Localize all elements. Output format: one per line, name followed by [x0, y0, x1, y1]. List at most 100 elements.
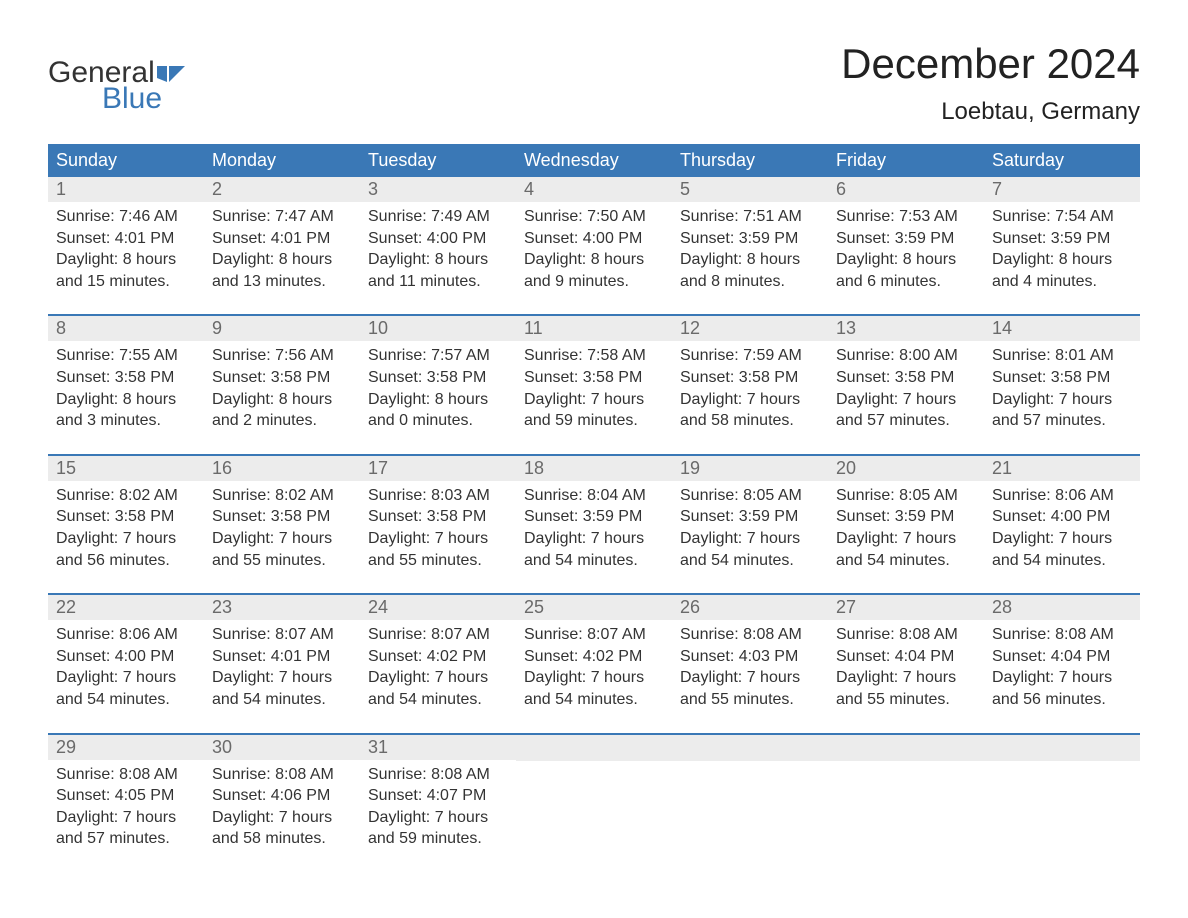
day-body: Sunrise: 7:54 AMSunset: 3:59 PMDaylight:… [984, 202, 1140, 302]
day-number: 30 [204, 735, 360, 760]
calendar-cell: 9Sunrise: 7:56 AMSunset: 3:58 PMDaylight… [204, 316, 360, 441]
sunset-text: Sunset: 3:58 PM [680, 367, 820, 389]
sunset-text: Sunset: 4:00 PM [56, 646, 196, 668]
calendar-cell: 23Sunrise: 8:07 AMSunset: 4:01 PMDayligh… [204, 595, 360, 720]
sunrise-text: Sunrise: 8:04 AM [524, 485, 664, 507]
day-header: Thursday [672, 144, 828, 177]
day-number: 27 [828, 595, 984, 620]
day-body: Sunrise: 8:08 AMSunset: 4:04 PMDaylight:… [828, 620, 984, 720]
calendar-cell: 21Sunrise: 8:06 AMSunset: 4:00 PMDayligh… [984, 456, 1140, 581]
sunrise-text: Sunrise: 8:08 AM [680, 624, 820, 646]
daylight-line1: Daylight: 7 hours [368, 528, 508, 550]
daylight-line2: and 59 minutes. [368, 828, 508, 850]
sunset-text: Sunset: 4:02 PM [368, 646, 508, 668]
calendar-cell: 16Sunrise: 8:02 AMSunset: 3:58 PMDayligh… [204, 456, 360, 581]
sunset-text: Sunset: 4:07 PM [368, 785, 508, 807]
daylight-line1: Daylight: 7 hours [524, 667, 664, 689]
day-body: Sunrise: 7:47 AMSunset: 4:01 PMDaylight:… [204, 202, 360, 302]
day-number: 9 [204, 316, 360, 341]
daylight-line2: and 15 minutes. [56, 271, 196, 293]
day-number: 10 [360, 316, 516, 341]
sunrise-text: Sunrise: 8:06 AM [56, 624, 196, 646]
daylight-line2: and 55 minutes. [212, 550, 352, 572]
daylight-line2: and 4 minutes. [992, 271, 1132, 293]
sunrise-text: Sunrise: 7:57 AM [368, 345, 508, 367]
daylight-line1: Daylight: 8 hours [212, 389, 352, 411]
day-body: Sunrise: 8:07 AMSunset: 4:01 PMDaylight:… [204, 620, 360, 720]
daylight-line2: and 55 minutes. [368, 550, 508, 572]
day-number: 12 [672, 316, 828, 341]
day-number: 1 [48, 177, 204, 202]
sunset-text: Sunset: 3:58 PM [56, 367, 196, 389]
day-body: Sunrise: 7:56 AMSunset: 3:58 PMDaylight:… [204, 341, 360, 441]
sunset-text: Sunset: 4:00 PM [992, 506, 1132, 528]
daylight-line1: Daylight: 7 hours [212, 667, 352, 689]
calendar-cell: 30Sunrise: 8:08 AMSunset: 4:06 PMDayligh… [204, 735, 360, 860]
day-body: Sunrise: 8:08 AMSunset: 4:07 PMDaylight:… [360, 760, 516, 860]
calendar-cell: 12Sunrise: 7:59 AMSunset: 3:58 PMDayligh… [672, 316, 828, 441]
calendar-week: 1Sunrise: 7:46 AMSunset: 4:01 PMDaylight… [48, 177, 1140, 302]
sunrise-text: Sunrise: 8:07 AM [368, 624, 508, 646]
day-number: 21 [984, 456, 1140, 481]
daylight-line1: Daylight: 8 hours [992, 249, 1132, 271]
sunset-text: Sunset: 4:02 PM [524, 646, 664, 668]
day-number [672, 735, 828, 761]
day-body: Sunrise: 7:50 AMSunset: 4:00 PMDaylight:… [516, 202, 672, 302]
calendar-cell: 19Sunrise: 8:05 AMSunset: 3:59 PMDayligh… [672, 456, 828, 581]
calendar-cell: 15Sunrise: 8:02 AMSunset: 3:58 PMDayligh… [48, 456, 204, 581]
daylight-line1: Daylight: 7 hours [992, 667, 1132, 689]
sunset-text: Sunset: 3:59 PM [524, 506, 664, 528]
daylight-line2: and 54 minutes. [212, 689, 352, 711]
day-number: 5 [672, 177, 828, 202]
sunrise-text: Sunrise: 7:54 AM [992, 206, 1132, 228]
calendar-week: 29Sunrise: 8:08 AMSunset: 4:05 PMDayligh… [48, 733, 1140, 860]
day-body: Sunrise: 8:07 AMSunset: 4:02 PMDaylight:… [516, 620, 672, 720]
daylight-line2: and 54 minutes. [524, 550, 664, 572]
sunrise-text: Sunrise: 8:06 AM [992, 485, 1132, 507]
sunset-text: Sunset: 4:05 PM [56, 785, 196, 807]
day-body: Sunrise: 7:58 AMSunset: 3:58 PMDaylight:… [516, 341, 672, 441]
day-number: 11 [516, 316, 672, 341]
sunset-text: Sunset: 3:58 PM [212, 367, 352, 389]
sunset-text: Sunset: 3:58 PM [836, 367, 976, 389]
sunset-text: Sunset: 4:00 PM [524, 228, 664, 250]
day-number: 29 [48, 735, 204, 760]
daylight-line1: Daylight: 7 hours [836, 389, 976, 411]
daylight-line1: Daylight: 7 hours [836, 528, 976, 550]
day-number: 7 [984, 177, 1140, 202]
daylight-line2: and 57 minutes. [56, 828, 196, 850]
calendar-cell: 8Sunrise: 7:55 AMSunset: 3:58 PMDaylight… [48, 316, 204, 441]
sunrise-text: Sunrise: 7:58 AM [524, 345, 664, 367]
daylight-line1: Daylight: 7 hours [212, 807, 352, 829]
calendar-cell: 31Sunrise: 8:08 AMSunset: 4:07 PMDayligh… [360, 735, 516, 860]
day-body: Sunrise: 8:03 AMSunset: 3:58 PMDaylight:… [360, 481, 516, 581]
day-body: Sunrise: 8:05 AMSunset: 3:59 PMDaylight:… [672, 481, 828, 581]
daylight-line2: and 54 minutes. [368, 689, 508, 711]
calendar-week: 8Sunrise: 7:55 AMSunset: 3:58 PMDaylight… [48, 314, 1140, 441]
sunrise-text: Sunrise: 8:07 AM [524, 624, 664, 646]
day-header: Monday [204, 144, 360, 177]
calendar-cell: 20Sunrise: 8:05 AMSunset: 3:59 PMDayligh… [828, 456, 984, 581]
day-body: Sunrise: 8:04 AMSunset: 3:59 PMDaylight:… [516, 481, 672, 581]
daylight-line1: Daylight: 8 hours [524, 249, 664, 271]
daylight-line2: and 58 minutes. [680, 410, 820, 432]
day-number: 4 [516, 177, 672, 202]
day-number: 31 [360, 735, 516, 760]
daylight-line2: and 54 minutes. [836, 550, 976, 572]
day-number: 3 [360, 177, 516, 202]
sunset-text: Sunset: 3:58 PM [56, 506, 196, 528]
calendar-cell: 14Sunrise: 8:01 AMSunset: 3:58 PMDayligh… [984, 316, 1140, 441]
daylight-line2: and 0 minutes. [368, 410, 508, 432]
sunset-text: Sunset: 3:59 PM [992, 228, 1132, 250]
daylight-line2: and 13 minutes. [212, 271, 352, 293]
sunrise-text: Sunrise: 8:07 AM [212, 624, 352, 646]
day-number: 17 [360, 456, 516, 481]
day-body: Sunrise: 8:01 AMSunset: 3:58 PMDaylight:… [984, 341, 1140, 441]
sunset-text: Sunset: 3:58 PM [368, 367, 508, 389]
calendar-cell: 11Sunrise: 7:58 AMSunset: 3:58 PMDayligh… [516, 316, 672, 441]
daylight-line1: Daylight: 7 hours [680, 389, 820, 411]
daylight-line2: and 59 minutes. [524, 410, 664, 432]
sunset-text: Sunset: 3:59 PM [836, 228, 976, 250]
calendar-cell: 2Sunrise: 7:47 AMSunset: 4:01 PMDaylight… [204, 177, 360, 302]
day-number: 26 [672, 595, 828, 620]
